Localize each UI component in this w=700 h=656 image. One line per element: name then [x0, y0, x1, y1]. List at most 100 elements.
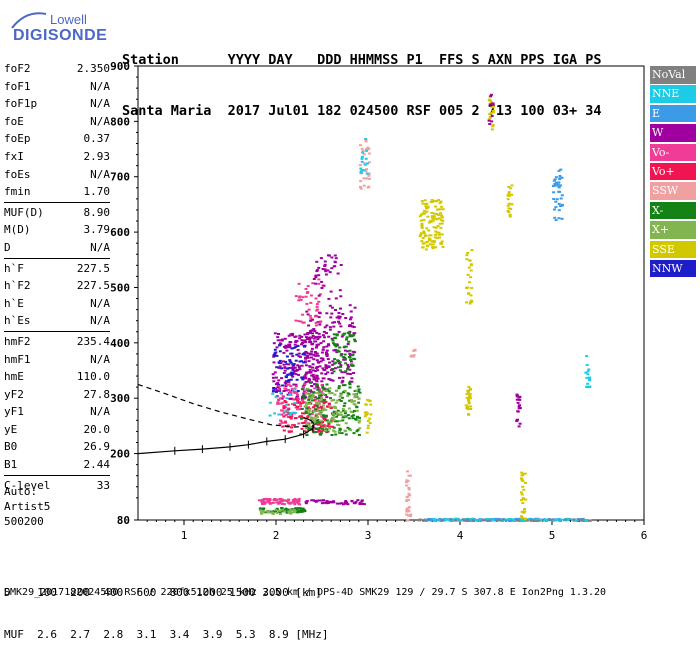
- echo-point: [421, 242, 425, 245]
- echo-point: [306, 333, 310, 335]
- echo-point: [366, 419, 370, 422]
- echo-point: [523, 508, 526, 511]
- echo-point: [437, 199, 441, 202]
- echo-point: [277, 333, 280, 335]
- echo-point: [367, 185, 371, 188]
- echo-point: [262, 507, 266, 510]
- echo-point: [506, 210, 510, 212]
- echo-point: [411, 519, 415, 521]
- x-tick-label: 6: [641, 529, 648, 542]
- echo-point: [325, 428, 328, 431]
- echo-point: [344, 362, 348, 365]
- param-row: hmF1 N/A: [4, 351, 110, 369]
- echo-point: [434, 230, 438, 233]
- echo-point: [290, 371, 293, 374]
- echo-point: [278, 344, 282, 347]
- logo-text-top: Lowell: [50, 12, 87, 27]
- echo-point: [287, 334, 291, 337]
- echo-point: [337, 350, 341, 353]
- echo-point: [308, 338, 312, 341]
- echo-point: [291, 372, 295, 375]
- echo-point: [338, 322, 342, 325]
- echo-point: [287, 508, 291, 511]
- echo-point: [355, 405, 359, 408]
- echo-point: [334, 361, 338, 364]
- echo-point: [331, 368, 335, 371]
- echo-point: [359, 185, 362, 188]
- echo-point: [328, 271, 332, 274]
- echo-point: [309, 352, 313, 355]
- echo-point: [327, 297, 331, 300]
- echo-point: [300, 407, 304, 410]
- echo-point: [305, 310, 309, 313]
- echo-point: [301, 321, 305, 324]
- echo-point: [262, 510, 266, 513]
- echo-point: [284, 360, 288, 363]
- echo-point: [289, 361, 293, 364]
- echo-point: [320, 384, 324, 387]
- echo-point: [309, 417, 313, 420]
- echo-point: [331, 398, 335, 401]
- echo-point: [432, 240, 436, 243]
- echo-point: [300, 510, 304, 513]
- echo-point: [340, 353, 344, 356]
- echo-points: [257, 93, 592, 522]
- echo-point: [353, 403, 357, 406]
- echo-point: [324, 408, 328, 411]
- echo-point: [430, 201, 434, 203]
- echo-point: [338, 502, 341, 505]
- echo-point: [327, 390, 331, 393]
- echo-point: [443, 517, 447, 520]
- echo-point: [289, 378, 293, 381]
- echo-point: [329, 406, 333, 409]
- echo-point: [365, 172, 369, 175]
- echo-point: [489, 95, 493, 98]
- echo-point: [315, 345, 319, 348]
- logo-text-bottom: DIGISONDE: [13, 27, 108, 44]
- echo-point: [340, 335, 344, 338]
- echo-point: [358, 164, 362, 167]
- echo-point: [510, 193, 514, 196]
- echo-point: [330, 306, 334, 309]
- echo-point: [357, 397, 361, 400]
- echo-point: [298, 401, 301, 404]
- echo-point: [422, 230, 426, 233]
- echo-point: [329, 316, 333, 319]
- echo-point: [260, 512, 264, 515]
- echo-point: [312, 358, 316, 361]
- echo-point: [296, 348, 300, 351]
- y-tick-label: 200: [110, 448, 130, 461]
- echo-point: [572, 518, 576, 521]
- echo-point: [312, 406, 316, 409]
- echo-point: [325, 355, 329, 358]
- legend-item: X-: [650, 201, 696, 220]
- param-name: hmF2: [4, 334, 31, 348]
- echo-point: [278, 359, 282, 362]
- echo-point: [304, 288, 308, 290]
- echo-point: [298, 507, 302, 510]
- echo-point: [432, 226, 436, 229]
- echo-point: [311, 373, 315, 376]
- echo-point: [437, 208, 441, 211]
- echo-point: [338, 419, 342, 422]
- echo-point: [468, 393, 472, 395]
- echo-point: [350, 400, 354, 403]
- echo-point: [347, 417, 351, 420]
- echo-point: [436, 225, 440, 228]
- echo-point: [322, 330, 326, 333]
- echo-point: [348, 352, 352, 355]
- axis-ticks: 1 2 3 4 5 6 80 200 300 400 500 600 700 800 900: [110, 60, 647, 542]
- echo-point: [353, 306, 357, 309]
- echo-point: [275, 366, 279, 369]
- echo-point: [354, 393, 358, 396]
- echo-point: [348, 399, 352, 402]
- echo-point: [435, 231, 439, 234]
- echo-point: [270, 511, 274, 514]
- echo-point: [315, 499, 319, 502]
- echo-point: [325, 345, 329, 348]
- echo-point: [544, 519, 548, 522]
- echo-point: [294, 339, 298, 342]
- echo-point: [431, 243, 435, 246]
- echo-point: [520, 493, 524, 496]
- echo-point: [325, 396, 329, 399]
